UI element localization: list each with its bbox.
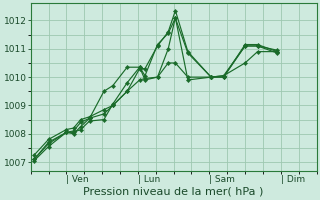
X-axis label: Pression niveau de la mer( hPa ): Pression niveau de la mer( hPa ) xyxy=(84,187,264,197)
